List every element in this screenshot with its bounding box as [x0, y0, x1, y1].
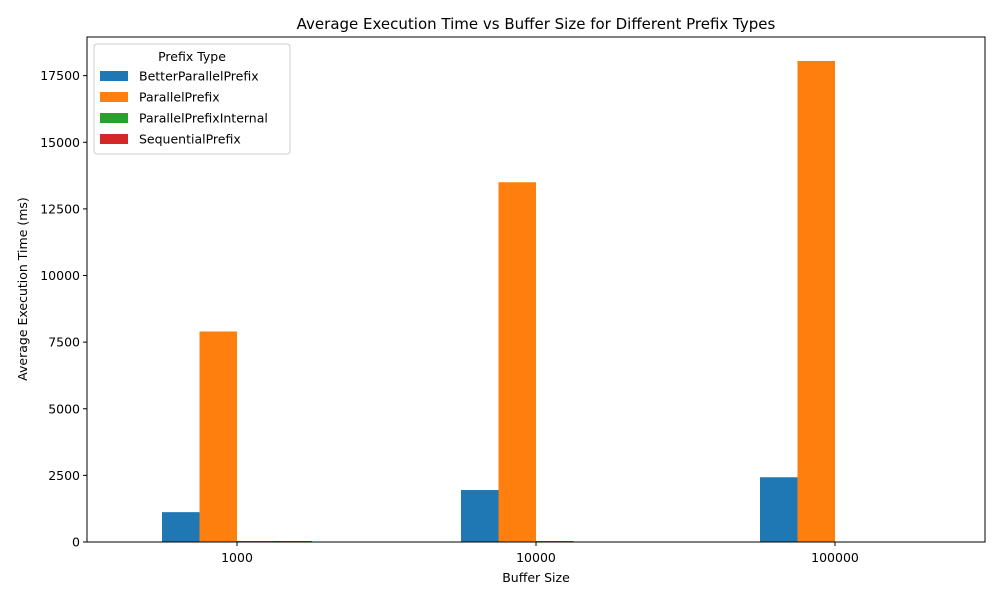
bar-ParallelPrefix-100000: [797, 60, 835, 542]
y-tick-label: 2500: [48, 468, 80, 483]
y-tick-label: 17500: [40, 68, 80, 83]
legend-label-ParallelPrefix: ParallelPrefix: [139, 90, 220, 105]
bar-BetterParallelPrefix-100000: [760, 477, 798, 542]
bar-ParallelPrefix-1000: [199, 331, 237, 542]
legend-swatch-ParallelPrefix: [100, 92, 128, 102]
legend-label-SequentialPrefix: SequentialPrefix: [139, 132, 241, 147]
bars-group: [162, 60, 835, 543]
legend-label-BetterParallelPrefix: BetterParallelPrefix: [139, 69, 259, 84]
bar-BetterParallelPrefix-1000: [162, 512, 200, 542]
y-ticks-group: 0 2500 5000 7500 10000 12500 15000 17500: [40, 68, 87, 550]
y-tick-label: 0: [72, 535, 80, 550]
legend-label-ParallelPrefixInternal: ParallelPrefixInternal: [139, 111, 268, 126]
bar-BetterParallelPrefix-10000: [461, 490, 499, 542]
x-tick-label: 100000: [811, 550, 859, 565]
chart-title: Average Execution Time vs Buffer Size fo…: [297, 15, 776, 33]
x-axis-label: Buffer Size: [502, 570, 570, 585]
x-tick-label: 10000: [516, 550, 556, 565]
y-tick-label: 5000: [48, 401, 80, 416]
legend-swatch-ParallelPrefixInternal: [100, 113, 128, 123]
y-tick-label: 10000: [40, 268, 80, 283]
x-ticks-group: 1000 10000 100000: [221, 542, 859, 565]
legend-swatch-SequentialPrefix: [100, 134, 128, 144]
x-tick-label: 1000: [221, 550, 253, 565]
y-axis-label: Average Execution Time (ms): [15, 197, 30, 381]
legend-frame: [93, 43, 291, 155]
y-tick-label: 12500: [40, 201, 80, 216]
legend-title: Prefix Type: [158, 49, 226, 64]
y-tick-label: 15000: [40, 135, 80, 150]
bar-ParallelPrefix-10000: [498, 182, 536, 543]
y-tick-label: 7500: [48, 335, 80, 350]
legend: Prefix Type BetterParallelPrefix Parallel…: [93, 43, 291, 155]
legend-items: BetterParallelPrefix ParallelPrefix Parall…: [100, 69, 268, 147]
legend-swatch-BetterParallelPrefix: [100, 71, 128, 81]
